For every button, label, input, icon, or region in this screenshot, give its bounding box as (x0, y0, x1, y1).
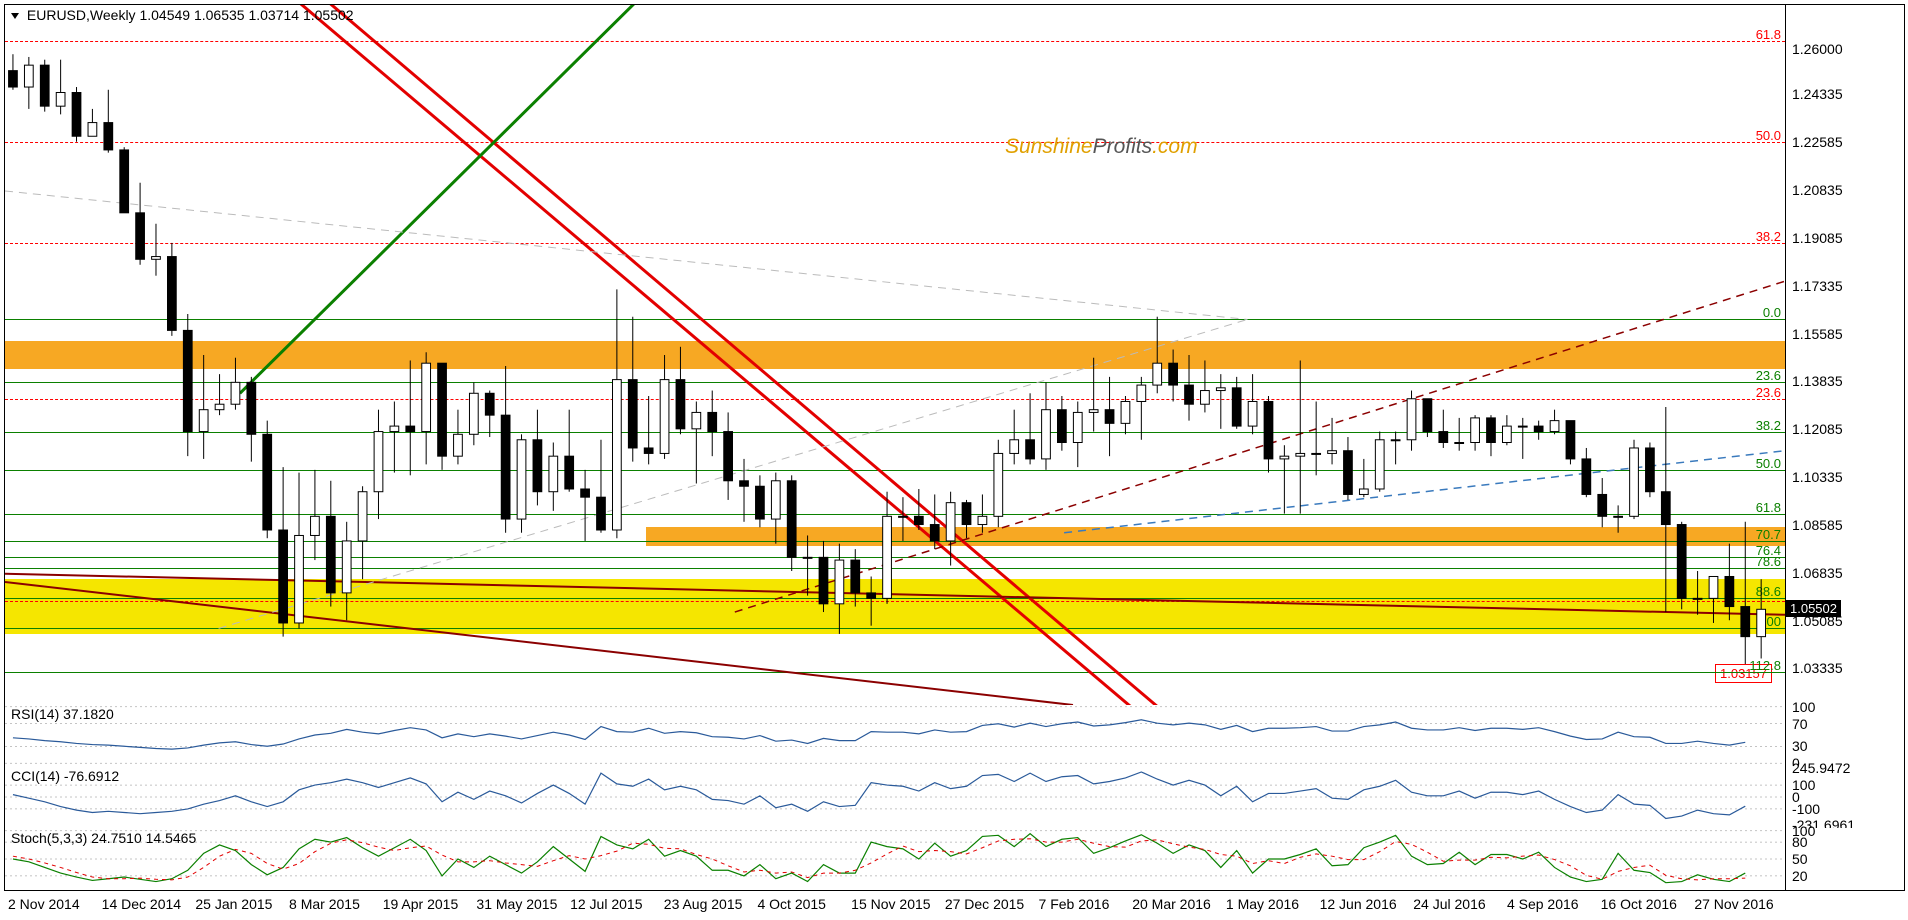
y-tick: 1.17335 (1792, 278, 1843, 294)
ind-tick: 100 (1792, 823, 1815, 839)
x-tick: 27 Dec 2015 (945, 896, 1024, 912)
ind-tick: -100 (1792, 801, 1820, 817)
x-tick: 1 May 2016 (1226, 896, 1299, 912)
stoch-panel[interactable]: Stoch(5,3,3) 24.7510 14.5465 (4, 828, 1786, 891)
y-tick: 1.20835 (1792, 182, 1843, 198)
chart-title: EURUSD,Weekly 1.04549 1.06535 1.03714 1.… (11, 7, 354, 23)
y-tick: 1.22585 (1792, 134, 1843, 150)
fib-line-green (5, 628, 1785, 629)
y-tick: 1.08585 (1792, 517, 1843, 533)
x-tick: 16 Oct 2016 (1601, 896, 1677, 912)
fib-line-green (5, 514, 1785, 515)
fib-label: 38.2 (1756, 418, 1781, 433)
y-axis-price: 1.26000 1.24335 1.22585 1.20835 1.19085 1.173… (1786, 4, 1905, 706)
fib-line-red (5, 142, 1785, 143)
fib-line-green (5, 568, 1785, 569)
x-tick: 31 May 2015 (476, 896, 557, 912)
watermark: SunshineProfits.com (1005, 135, 1198, 159)
y-tick: 1.15585 (1792, 326, 1843, 342)
y-tick: 1.12085 (1792, 421, 1843, 437)
x-tick: 15 Nov 2015 (851, 896, 930, 912)
zone (646, 527, 1785, 546)
y-tick: 1.26000 (1792, 41, 1843, 57)
ind-tick: 245.9472 (1792, 760, 1850, 776)
fib-label: 88.6 (1756, 584, 1781, 599)
fib-line-red (5, 243, 1785, 244)
x-tick: 4 Sep 2016 (1507, 896, 1579, 912)
fib-line-green (5, 382, 1785, 383)
cci-panel[interactable]: CCI(14) -76.6912 (4, 766, 1786, 829)
ind-tick: 70 (1792, 716, 1808, 732)
x-tick: 27 Nov 2016 (1694, 896, 1773, 912)
y-tick: 1.19085 (1792, 230, 1843, 246)
fib-line-red (5, 399, 1785, 400)
fib-label: 112.8 (1749, 658, 1781, 673)
y-tick: 1.13835 (1792, 373, 1843, 389)
fib-line-green (5, 672, 1785, 673)
x-tick: 14 Dec 2014 (102, 896, 181, 912)
y-tick: 1.03335 (1792, 660, 1843, 676)
fib-line-green (5, 541, 1785, 542)
stoch-title: Stoch(5,3,3) 24.7510 14.5465 (11, 830, 196, 846)
x-tick: 19 Apr 2015 (383, 896, 459, 912)
rsi-title: RSI(14) 37.1820 (11, 706, 114, 722)
chart-root: EURUSD,Weekly 1.04549 1.06535 1.03714 1.… (0, 0, 1908, 920)
rsi-overlay (5, 704, 1785, 766)
x-tick: 2 Nov 2014 (8, 896, 80, 912)
ind-tick: 20 (1792, 868, 1808, 884)
fib-label: 23.6 (1756, 368, 1781, 383)
x-tick: 8 Mar 2015 (289, 896, 360, 912)
y-tick: 1.24335 (1792, 86, 1843, 102)
y-tick: 1.06835 (1792, 565, 1843, 581)
y-axis-rsi: 03070100 (1786, 704, 1905, 767)
fib-line-red (5, 41, 1785, 42)
x-tick: 20 Mar 2016 (1132, 896, 1211, 912)
zone (5, 579, 1785, 634)
ind-tick: 100 (1792, 699, 1815, 715)
fib-label-red: 61.8 (1756, 27, 1781, 42)
fib-line-red (5, 601, 1785, 602)
price-panel[interactable]: EURUSD,Weekly 1.04549 1.06535 1.03714 1.… (4, 4, 1786, 706)
price-flag: 1.05502 (1786, 600, 1841, 617)
fib-line-green (5, 557, 1785, 558)
cci-overlay (5, 766, 1785, 828)
fib-label: 0.0 (1763, 305, 1781, 320)
fib-label: 70.7 (1756, 527, 1781, 542)
x-tick: 12 Jul 2015 (570, 896, 642, 912)
fib-line-green (5, 598, 1785, 599)
ind-tick: 30 (1792, 738, 1808, 754)
fib-label: 61.8 (1756, 500, 1781, 515)
y-tick: 1.10335 (1792, 469, 1843, 485)
x-tick: 12 Jun 2016 (1320, 896, 1397, 912)
fib-label-red: 50.0 (1756, 128, 1781, 143)
x-axis: 2 Nov 2014 14 Dec 2014 25 Jan 2015 8 Mar 20… (4, 892, 1904, 918)
ind-tick: 50 (1792, 851, 1808, 867)
x-tick: 4 Oct 2015 (757, 896, 826, 912)
rsi-panel[interactable]: RSI(14) 37.1820 (4, 704, 1786, 767)
fib-label-red: 23.6 (1756, 385, 1781, 400)
fib-label-red: 38.2 (1756, 229, 1781, 244)
zone (5, 341, 1785, 368)
stoch-overlay (5, 828, 1785, 890)
x-tick: 24 Jul 2016 (1413, 896, 1485, 912)
y-axis-stoch: 205080100 (1786, 828, 1905, 891)
fib-label: 100 (1759, 614, 1781, 629)
x-tick: 25 Jan 2015 (195, 896, 272, 912)
fib-line-green (5, 470, 1785, 471)
y-axis-cci: 245.94721000-100-231.6961 (1786, 766, 1905, 829)
fib-label: 78.6 (1756, 554, 1781, 569)
cci-title: CCI(14) -76.6912 (11, 768, 119, 784)
x-tick: 23 Aug 2015 (664, 896, 743, 912)
fib-line-green (5, 319, 1785, 320)
x-tick: 7 Feb 2016 (1039, 896, 1110, 912)
fib-label: 50.0 (1756, 456, 1781, 471)
dropdown-arrow-icon (11, 13, 19, 19)
fib-line-green (5, 432, 1785, 433)
